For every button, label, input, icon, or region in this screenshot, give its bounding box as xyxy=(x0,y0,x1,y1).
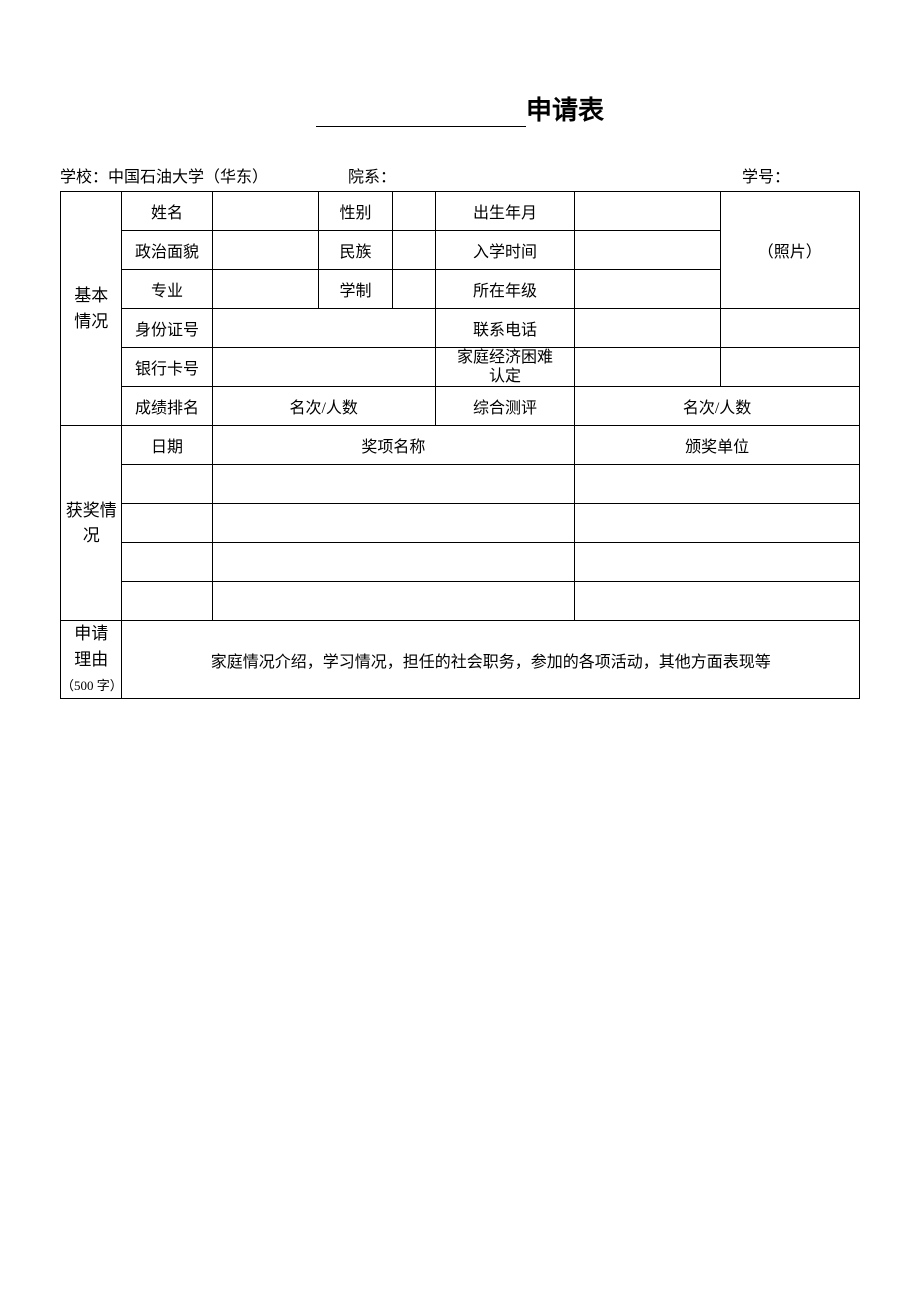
label-birth: 出生年月 xyxy=(435,192,574,231)
label-rank-val: 名次/人数 xyxy=(212,387,435,426)
section-reason: 申请理由 （500 字） xyxy=(61,621,122,699)
award-col-date: 日期 xyxy=(122,426,212,465)
application-table: 基本情况 姓名 性别 出生年月 （照片） 政治面貌 民族 入学时间 专业 学制 … xyxy=(60,191,860,699)
award-col-name: 奖项名称 xyxy=(212,426,575,465)
award-row-4 xyxy=(61,582,860,621)
award-row-3 xyxy=(61,543,860,582)
award-col-org: 颁奖单位 xyxy=(575,426,860,465)
school-label: 学校：中国石油大学（华东） xyxy=(60,163,268,187)
award-name-3[interactable] xyxy=(212,543,575,582)
dept-label: 院系： xyxy=(348,163,396,187)
award-name-4[interactable] xyxy=(212,582,575,621)
label-nation: 民族 xyxy=(319,231,393,270)
award-org-3[interactable] xyxy=(575,543,860,582)
meta-row: 学校：中国石油大学（华东） 院系： 学号： xyxy=(60,163,860,187)
title-blank xyxy=(316,100,526,127)
section-basic: 基本情况 xyxy=(61,192,122,426)
reason-row: 申请理由 （500 字） 家庭情况介绍，学习情况，担任的社会职务，参加的各项活动… xyxy=(61,621,860,699)
label-enroll: 入学时间 xyxy=(435,231,574,270)
field-duration[interactable] xyxy=(392,270,435,309)
reason-hint: 家庭情况介绍，学习情况，担任的社会职务，参加的各项活动，其他方面表现等 xyxy=(211,654,771,671)
field-bank[interactable] xyxy=(212,348,435,387)
field-enroll[interactable] xyxy=(575,231,720,270)
label-major: 专业 xyxy=(122,270,212,309)
label-gender: 性别 xyxy=(319,192,393,231)
reason-cell[interactable]: 家庭情况介绍，学习情况，担任的社会职务，参加的各项活动，其他方面表现等 xyxy=(122,621,860,699)
basic-row-5: 银行卡号 家庭经济困难认定 xyxy=(61,348,860,387)
field-gender[interactable] xyxy=(392,192,435,231)
section-award-text: 获奖情况 xyxy=(66,501,117,546)
award-org-2[interactable] xyxy=(575,504,860,543)
basic-row-1: 基本情况 姓名 性别 出生年月 （照片） xyxy=(61,192,860,231)
award-date-1[interactable] xyxy=(122,465,212,504)
form-title: 申请表 xyxy=(60,90,860,127)
label-political: 政治面貌 xyxy=(122,231,212,270)
label-idcard: 身份证号 xyxy=(122,309,212,348)
label-grade: 所在年级 xyxy=(435,270,574,309)
award-date-2[interactable] xyxy=(122,504,212,543)
field-birth[interactable] xyxy=(575,192,720,231)
label-rank: 成绩排名 xyxy=(122,387,212,426)
photo-cell: （照片） xyxy=(720,192,859,309)
award-header-row: 获奖情况 日期 奖项名称 颁奖单位 xyxy=(61,426,860,465)
label-econ: 家庭经济困难认定 xyxy=(435,348,574,387)
field-phone[interactable] xyxy=(575,309,720,348)
award-date-3[interactable] xyxy=(122,543,212,582)
field-name[interactable] xyxy=(212,192,319,231)
field-political[interactable] xyxy=(212,231,319,270)
section-reason-text: 申请理由 xyxy=(74,624,108,669)
school-value: 中国石油大学（华东） xyxy=(108,169,268,186)
field-econ-ext[interactable] xyxy=(720,348,859,387)
section-reason-sub: （500 字） xyxy=(61,678,123,693)
section-award: 获奖情况 xyxy=(61,426,122,621)
award-date-4[interactable] xyxy=(122,582,212,621)
label-eval-val: 名次/人数 xyxy=(575,387,860,426)
label-name: 姓名 xyxy=(122,192,212,231)
page: 申请表 学校：中国石油大学（华东） 院系： 学号： 基本情况 姓名 xyxy=(0,0,920,1301)
label-phone: 联系电话 xyxy=(435,309,574,348)
award-org-1[interactable] xyxy=(575,465,860,504)
field-major[interactable] xyxy=(212,270,319,309)
field-phone-ext[interactable] xyxy=(720,309,859,348)
label-econ-text: 家庭经济困难认定 xyxy=(457,349,553,385)
award-name-2[interactable] xyxy=(212,504,575,543)
title-suffix: 申请表 xyxy=(526,96,604,125)
field-idcard[interactable] xyxy=(212,309,435,348)
basic-row-6: 成绩排名 名次/人数 综合测评 名次/人数 xyxy=(61,387,860,426)
field-econ[interactable] xyxy=(575,348,720,387)
award-org-4[interactable] xyxy=(575,582,860,621)
award-row-1 xyxy=(61,465,860,504)
label-eval: 综合测评 xyxy=(435,387,574,426)
award-name-1[interactable] xyxy=(212,465,575,504)
field-nation[interactable] xyxy=(392,231,435,270)
field-grade[interactable] xyxy=(575,270,720,309)
award-row-2 xyxy=(61,504,860,543)
id-label: 学号： xyxy=(742,163,790,187)
section-basic-text: 基本情况 xyxy=(74,286,108,331)
label-duration: 学制 xyxy=(319,270,393,309)
label-bank: 银行卡号 xyxy=(122,348,212,387)
basic-row-4: 身份证号 联系电话 xyxy=(61,309,860,348)
